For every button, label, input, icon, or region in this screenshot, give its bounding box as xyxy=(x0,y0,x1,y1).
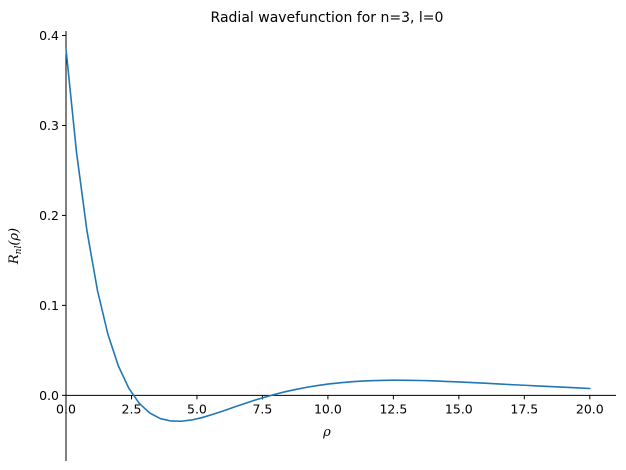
x-tick-label: 2.5 xyxy=(122,401,142,416)
x-tick-label: 15.0 xyxy=(445,401,473,416)
y-tick-label: 0.4 xyxy=(39,28,59,43)
x-tick-label: 17.5 xyxy=(510,401,538,416)
ticks: 0.0 2.5 5.0 7.5 10.0 12.5 15.0 17.5 20.0 0.0 0.1 0.… xyxy=(39,28,604,416)
y-tick-label: 0.2 xyxy=(39,208,59,223)
y-axis-label-group: Rnl(ρ) xyxy=(7,228,24,265)
x-tick-label: 12.5 xyxy=(379,401,407,416)
x-axis-label: ρ xyxy=(322,425,331,440)
series-line xyxy=(65,48,591,423)
y-tick-label: 0.3 xyxy=(39,118,59,133)
axes xyxy=(65,31,616,461)
x-tick-label: 20.0 xyxy=(576,401,604,416)
y-tick-label: 0.0 xyxy=(39,388,59,403)
x-tick-label: 5.0 xyxy=(187,401,207,416)
y-axis-label: Rnl(ρ) xyxy=(7,228,24,265)
series-layer xyxy=(65,48,591,423)
x-tick-label: 0.0 xyxy=(56,401,76,416)
chart-title: Radial wavefunction for n=3, l=0 xyxy=(211,10,444,26)
y-tick-label: 0.1 xyxy=(39,298,59,313)
x-tick-label: 7.5 xyxy=(252,401,272,416)
x-tick-label: 10.0 xyxy=(314,401,342,416)
